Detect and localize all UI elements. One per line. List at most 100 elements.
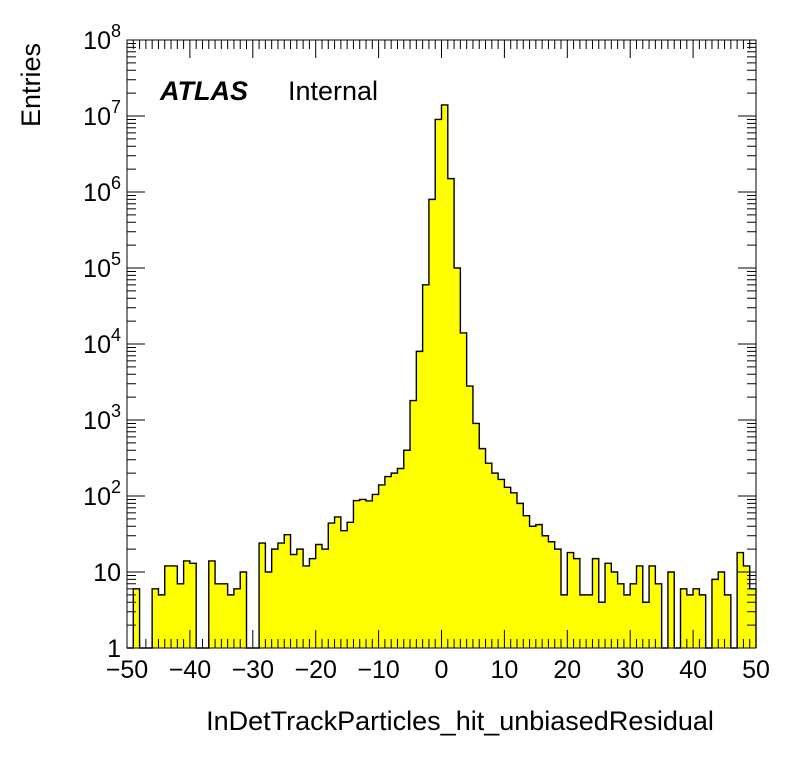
histogram-bin [397,468,405,648]
histogram-bin [435,119,442,649]
histogram-bin [152,588,159,648]
histogram-bin [749,588,757,648]
histogram-bin [529,526,537,648]
histogram-bin [233,588,241,648]
y-tick-label: 106 [83,173,121,207]
y-tick-label: 105 [83,249,121,283]
histogram-bin [265,572,272,648]
histogram-bin [290,554,298,648]
histogram-bin [611,572,618,648]
histogram-bin [454,268,461,648]
histogram-bin [649,565,656,648]
histogram-bin [579,594,587,648]
histogram-bin [460,332,467,648]
histogram-bin [315,544,323,648]
x-tick-label: −50 [106,656,148,684]
histogram-bin [366,500,373,648]
histogram-bin [334,516,342,648]
x-tick-label: −30 [232,656,274,684]
histogram-bin [510,492,518,648]
atlas-label: ATLAS [159,76,248,106]
histogram-bin [617,583,625,648]
histogram-bin [177,583,184,648]
histogram-bin [309,558,316,648]
x-tick-label: 40 [679,656,707,684]
histogram-bin [535,524,543,648]
histogram-bin [347,522,354,648]
histogram-bin [554,549,562,648]
y-tick-label: 103 [83,401,121,435]
histogram-bin [208,560,216,648]
axis-ticks [126,39,757,649]
histogram-bin [428,199,436,648]
histogram-bin [516,503,524,648]
histogram-bin [573,558,581,648]
histogram-bin [353,500,361,648]
x-tick-label: −20 [294,656,336,684]
histogram-bin [523,515,530,648]
histogram-bin [542,535,549,648]
histogram-bin [441,104,449,648]
y-axis-title: Entries [16,43,46,127]
histogram-bin [133,588,140,648]
x-tick-label: −10 [357,656,399,684]
y-tick-label: 1 [107,635,121,663]
histogram-bin [711,579,719,648]
y-tick-label: 10 [93,559,121,587]
histogram-bin [189,563,197,648]
histogram-bin [737,552,744,648]
histogram-bin [724,594,732,648]
x-axis-title: InDetTrackParticles_hit_unbiasedResidual [206,706,714,736]
x-tick-label: 30 [616,656,644,684]
histogram-bin [391,473,398,648]
axis-tick-labels: −50 −40 −30 −20 −10 0 10 20 30 40 50 1 10 102 103 104 10… [83,21,770,684]
histogram-bin [171,565,178,648]
histogram-bin [592,558,600,648]
histogram-bin [422,284,430,648]
histogram-bin [667,572,675,648]
histogram-bin [623,594,631,648]
histogram-bin [548,541,556,648]
histogram-bin [284,534,291,648]
histogram-bin [630,583,637,648]
histogram-bin [466,386,474,648]
histogram-bin [699,594,706,648]
histogram-outline [127,104,757,649]
histogram-bin [328,523,335,648]
histogram-bin [586,594,593,648]
histogram-bin [303,565,310,648]
histogram-bin [567,552,574,648]
histogram-bin [164,565,172,648]
histogram-bin [378,484,386,648]
y-tick-label: 107 [83,97,121,131]
histogram-bin [296,549,304,648]
histogram-bin [158,594,166,648]
histogram-bin [240,572,247,648]
histogram-bin [693,588,700,648]
histogram-bin [686,594,694,648]
histogram-bin [655,583,662,648]
histogram-bin [504,487,511,648]
histogram-bars [127,104,757,649]
histogram-bin [498,479,505,648]
histogram-bin [636,565,644,648]
histogram-bin [384,476,392,648]
x-tick-label: 20 [553,656,581,684]
y-tick-label: 104 [83,325,121,359]
x-tick-label: 10 [490,656,518,684]
y-tick-label: 102 [83,477,121,511]
histogram-bin [485,463,493,648]
histogram-bin [221,583,228,648]
histogram-bin [561,594,568,648]
histogram-bin [321,549,329,648]
histogram-bin [743,565,751,648]
x-tick-label: −40 [169,656,211,684]
histogram-bin [680,588,688,648]
histogram-bin [642,602,650,648]
histogram-bin [271,549,279,648]
histogram-bin [718,572,725,648]
histogram-bin [259,543,266,648]
histogram-bin [479,448,486,648]
histogram-bin [598,602,606,648]
